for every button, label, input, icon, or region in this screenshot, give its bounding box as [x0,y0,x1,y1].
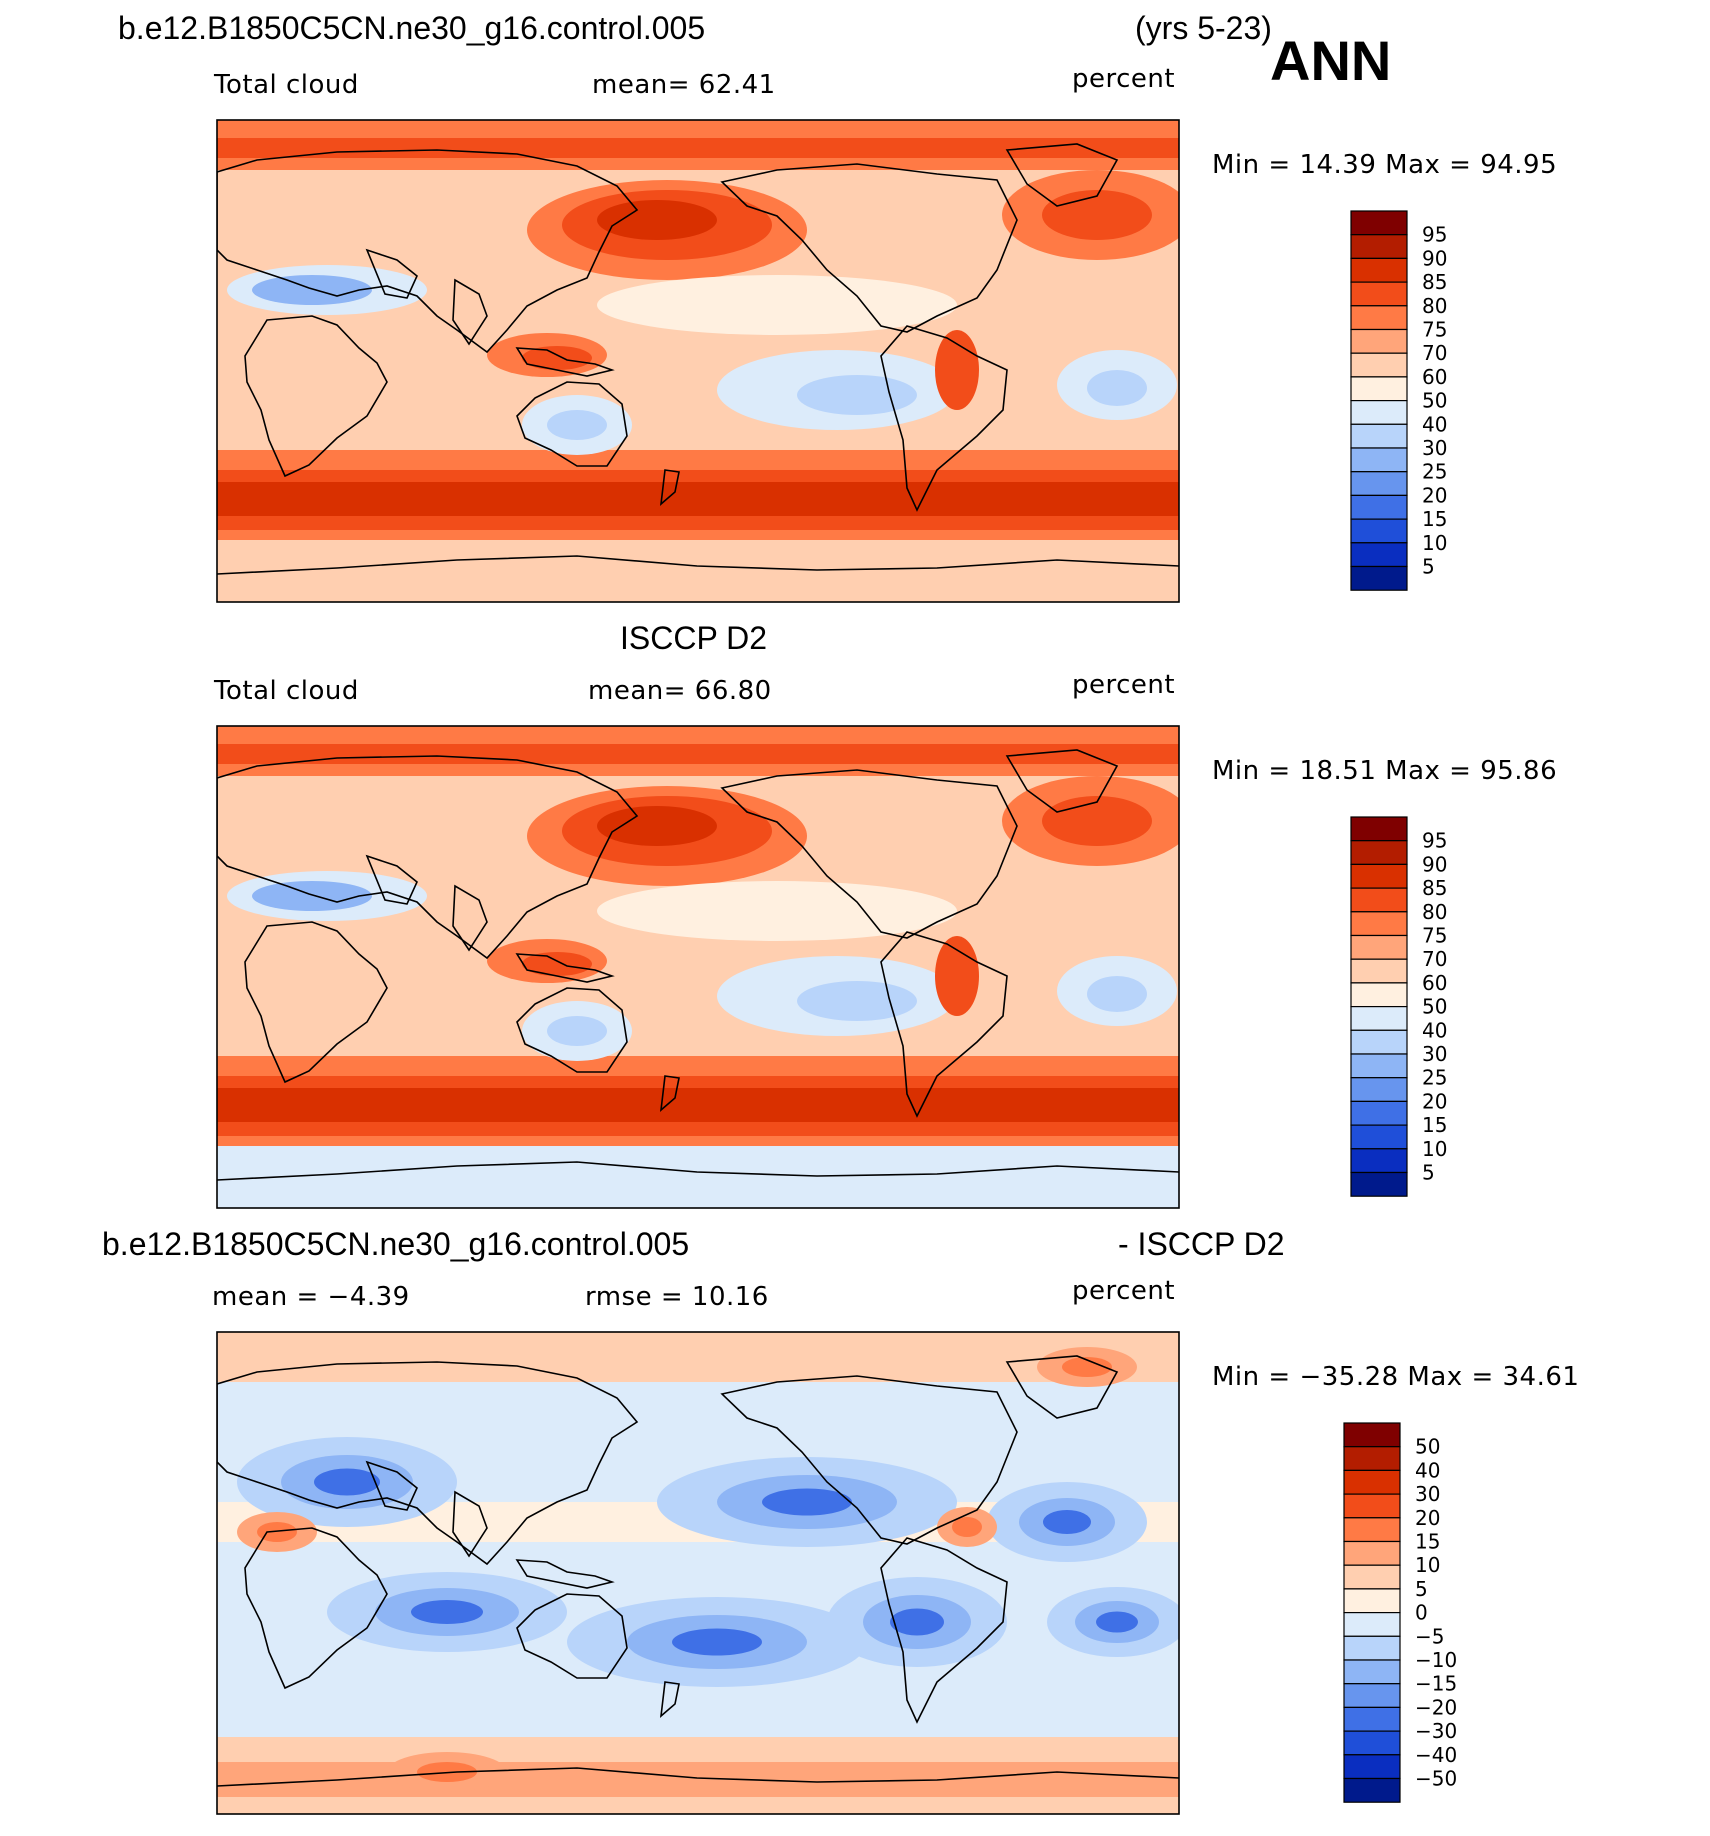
panel1-units-label: percent [1072,64,1176,94]
colorbar-tick-label: 50 [1422,995,1447,1019]
colorbar-tick-label: 90 [1422,852,1447,876]
colorbar-tick-label: 30 [1422,1042,1447,1066]
colorbar-tick-label: 75 [1422,924,1447,948]
panel1-variable-label: Total cloud [214,70,359,100]
colorbar-tick-label: 20 [1415,1506,1440,1530]
colorbar-tick-label: 20 [1422,1089,1447,1113]
colorbar-tick-label: 50 [1422,389,1447,413]
panel3-title-right: - ISCCP D2 [1118,1226,1285,1262]
panel3-title-left: b.e12.B1850C5CN.ne30_g16.control.005 [102,1226,690,1262]
colorbar-tick-label: 5 [1415,1577,1428,1601]
colorbar-tick-label: 25 [1422,1066,1447,1090]
colorbar-tick-label: 10 [1422,531,1447,555]
panel3-colorbar: 50 40 30 20 15 10 5 0 −5 −10 −15 −20 −30 −40 −50 [1343,1422,1483,1810]
panel2-units-label: percent [1072,670,1176,700]
colorbar-tick-label: 25 [1422,460,1447,484]
colorbar-tick-label: 70 [1422,947,1447,971]
colorbar-tick-label: 10 [1422,1137,1447,1161]
colorbar-tick-label: 0 [1415,1601,1428,1625]
colorbar-tick-label: 95 [1422,829,1447,853]
colorbar-tick-label: 90 [1422,246,1447,270]
colorbar-tick-label: 15 [1422,1113,1447,1137]
colorbar-tick-label: 60 [1422,971,1447,995]
colorbar-tick-label: −10 [1415,1648,1457,1672]
colorbar-tick-label: 20 [1422,483,1447,507]
colorbar-tick-label: 70 [1422,341,1447,365]
colorbar-tick-label: 80 [1422,900,1447,924]
panel3-minmax-label: Min = −35.28 Max = 34.61 [1212,1362,1580,1392]
panel3-rmse-label: rmse = 10.16 [585,1282,769,1312]
panel2-minmax-label: Min = 18.51 Max = 95.86 [1212,756,1558,786]
panel3-map [215,1330,1181,1821]
colorbar-tick-label: 30 [1422,436,1447,460]
panel3-units-label: percent [1072,1276,1176,1306]
colorbar-tick-label: 10 [1415,1553,1440,1577]
years-label: (yrs 5-23) [1135,10,1272,46]
colorbar-tick-label: 30 [1415,1482,1440,1506]
colorbar-tick-label: 40 [1415,1458,1440,1482]
panel1-map [215,118,1181,609]
panel2-mean-label: mean= 66.80 [588,676,772,706]
panel1-minmax-label: Min = 14.39 Max = 94.95 [1212,150,1558,180]
panel2-colorbar: 95 90 85 80 75 70 60 50 40 30 25 20 15 10 5 [1350,816,1490,1204]
panel1-mean-label: mean= 62.41 [592,70,776,100]
colorbar-tick-label: 75 [1422,318,1447,342]
colorbar-tick-label: 85 [1422,876,1447,900]
colorbar-tick-label: 15 [1415,1530,1440,1554]
colorbar-tick-label: 95 [1422,223,1447,247]
colorbar-tick-label: 80 [1422,294,1447,318]
case-title: b.e12.B1850C5CN.ne30_g16.control.005 [118,10,706,46]
colorbar-tick-label: 5 [1422,555,1435,579]
colorbar-tick-label: −40 [1415,1743,1457,1767]
panel2-title: ISCCP D2 [620,620,768,656]
colorbar-tick-label: 85 [1422,270,1447,294]
colorbar-tick-label: 40 [1422,1018,1447,1042]
season-label: ANN [1270,29,1392,92]
colorbar-tick-label: −30 [1415,1719,1457,1743]
colorbar-tick-label: −5 [1415,1624,1444,1648]
colorbar-tick-label: 60 [1422,365,1447,389]
colorbar-tick-label: −50 [1415,1767,1457,1791]
colorbar-tick-label: −20 [1415,1695,1457,1719]
colorbar-tick-label: 15 [1422,507,1447,531]
colorbar-tick-label: −15 [1415,1672,1457,1696]
panel2-variable-label: Total cloud [214,676,359,706]
panel1-colorbar: 95 90 85 80 75 70 60 50 40 30 25 20 15 10 5 [1350,210,1490,598]
colorbar-tick-label: 40 [1422,412,1447,436]
panel2-map [215,724,1181,1215]
colorbar-tick-label: 5 [1422,1161,1435,1185]
colorbar-tick-label: 50 [1415,1435,1440,1459]
panel3-mean-label: mean = −4.39 [212,1282,410,1312]
